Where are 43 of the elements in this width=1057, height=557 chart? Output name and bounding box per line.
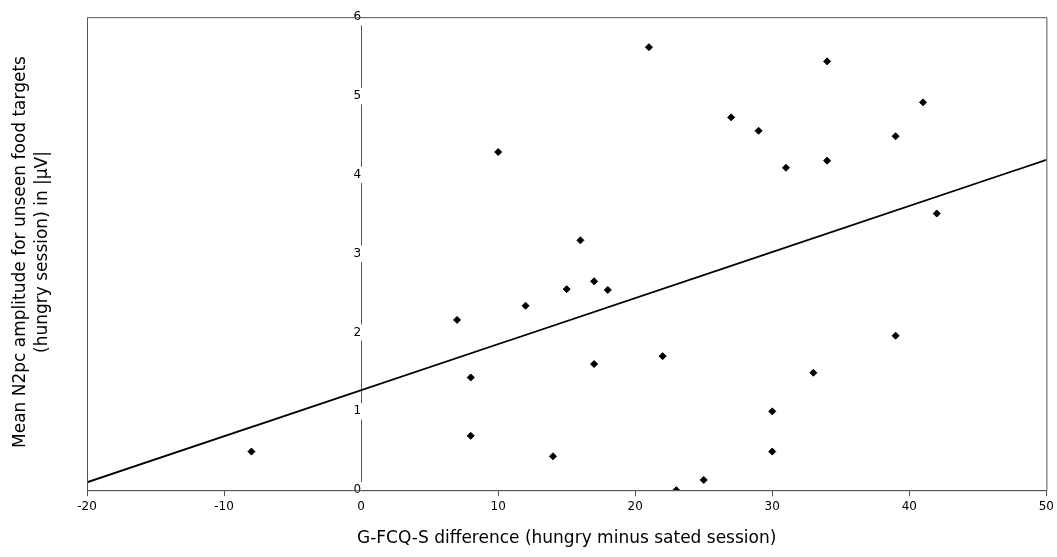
point: [781, 163, 790, 172]
point: [891, 331, 900, 340]
y-tick-label: 5: [353, 88, 362, 103]
y-axis-title: Mean N2pc amplitude for unseen food targets (hungry session) in |µV|: [9, 56, 51, 448]
point: [548, 452, 557, 461]
y-tick-label: 1: [353, 403, 362, 418]
point: [590, 360, 599, 369]
x-tick-label: -20: [77, 498, 97, 513]
x-tick-label: 20: [627, 498, 643, 513]
y-tick-label: 4: [353, 166, 362, 181]
point: [466, 431, 475, 440]
point: [453, 315, 462, 324]
x-tick-label: 10: [490, 498, 506, 513]
point: [932, 209, 941, 218]
point: [809, 368, 818, 377]
point: [562, 285, 571, 294]
x-tick-label: 50: [1038, 498, 1055, 513]
point: [768, 447, 777, 456]
point: [919, 98, 928, 107]
point: [823, 57, 832, 66]
x-tick-label: -10: [214, 498, 234, 513]
point: [699, 475, 708, 484]
x-axis-title: G-FCQ-S difference (hungry minus sated session): [357, 527, 777, 548]
point: [521, 301, 530, 310]
point: [603, 285, 612, 294]
point: [754, 126, 763, 135]
point: [658, 352, 667, 361]
x-tick-label: 40: [901, 498, 917, 513]
point: [727, 113, 736, 122]
y-tick-label: 6: [353, 9, 362, 24]
point: [494, 148, 503, 157]
point: [644, 43, 653, 52]
y-tick-label: 0: [353, 482, 362, 497]
x-tick-label: 30: [764, 498, 780, 513]
y-tick-label: 3: [353, 245, 362, 260]
point: [576, 236, 585, 245]
point: [768, 407, 777, 416]
point: [891, 132, 900, 141]
point: [823, 156, 832, 165]
y-tick-label: 2: [353, 324, 362, 339]
point: [590, 277, 599, 286]
point: [466, 373, 475, 382]
point: [247, 447, 256, 456]
